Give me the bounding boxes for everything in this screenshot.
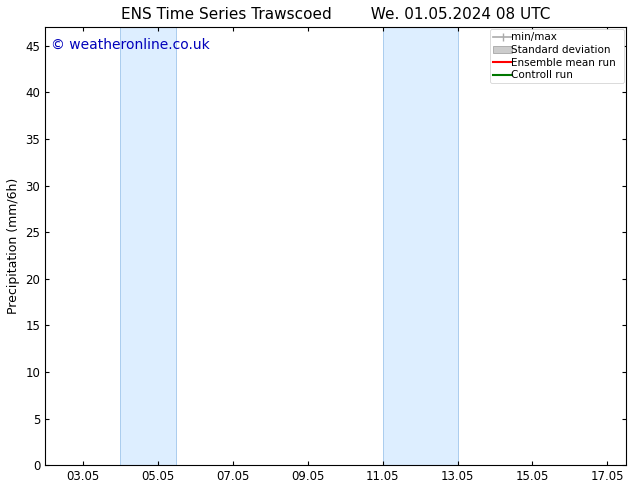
Y-axis label: Precipitation (mm/6h): Precipitation (mm/6h) bbox=[7, 178, 20, 315]
Text: © weatheronline.co.uk: © weatheronline.co.uk bbox=[51, 38, 210, 52]
Title: ENS Time Series Trawscoed        We. 01.05.2024 08 UTC: ENS Time Series Trawscoed We. 01.05.2024… bbox=[121, 7, 550, 22]
Bar bbox=[382, 27, 458, 465]
Bar bbox=[120, 27, 176, 465]
Legend: min/max, Standard deviation, Ensemble mean run, Controll run: min/max, Standard deviation, Ensemble me… bbox=[490, 29, 624, 83]
